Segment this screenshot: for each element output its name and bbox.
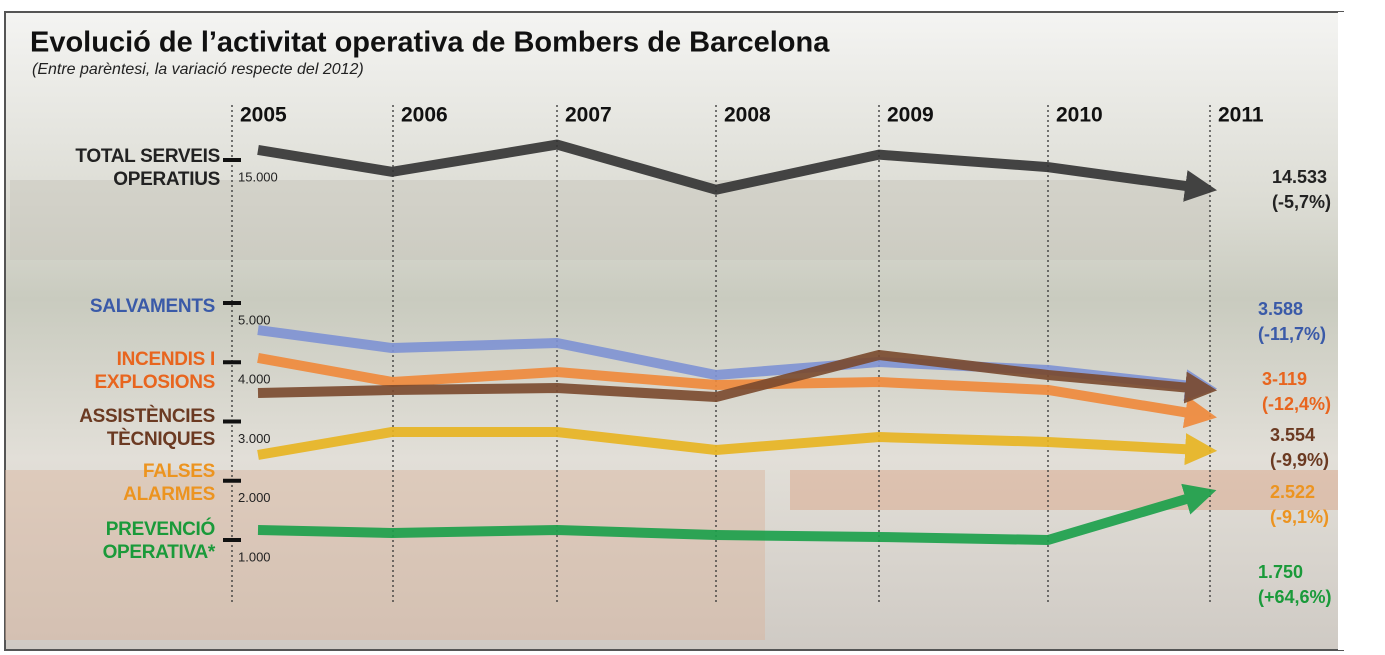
change-label: (-5,7%)	[1272, 190, 1331, 215]
legend-label: INCENDIS I EXPLOSIONS	[30, 348, 215, 394]
y-tick-label: 1.000	[238, 549, 271, 564]
x-tick-label: 2006	[401, 104, 448, 127]
value-label: 14.533	[1272, 165, 1327, 190]
x-tick-label: 2009	[887, 104, 934, 127]
x-tick-label: 2011	[1218, 104, 1264, 127]
chart-title: Evolució de l’activitat operativa de Bom…	[30, 27, 830, 59]
x-tick-label: 2010	[1056, 104, 1103, 127]
x-tick-label: 2005	[240, 104, 287, 127]
legend-label: PREVENCIÓ OPERATIVA*	[30, 518, 215, 564]
legend-label: TOTAL SERVEIS OPERATIUS	[30, 145, 220, 191]
x-tick-label: 2007	[565, 104, 612, 127]
value-label: 3.588	[1258, 297, 1303, 322]
x-tick-label: 2008	[724, 104, 771, 127]
y-tick-label: 5.000	[238, 312, 271, 327]
y-tick-label: 15.000	[238, 169, 278, 184]
legend-label: SALVAMENTS	[30, 295, 215, 318]
y-tick-label: 2.000	[238, 490, 271, 505]
change-label: (-11,7%)	[1258, 322, 1326, 347]
change-label: (-9,1%)	[1270, 505, 1329, 530]
value-label: 1.750	[1258, 560, 1303, 585]
change-label: (+64,6%)	[1258, 585, 1332, 610]
legend-label: ASSISTÈNCIES TÈCNIQUES	[30, 405, 215, 451]
value-label: 3.554	[1270, 423, 1315, 448]
change-label: (-12,4%)	[1262, 392, 1331, 417]
chart-subtitle: (Entre parèntesi, la variació respecte d…	[32, 61, 364, 78]
legend-label: FALSES ALARMES	[90, 460, 215, 506]
photo-buildings	[10, 180, 1210, 260]
infographic: Evolució de l’activitat operativa de Bom…	[0, 0, 1385, 655]
margin	[1338, 12, 1385, 650]
y-tick-label: 3.000	[238, 431, 271, 446]
y-tick-label: 4.000	[238, 372, 271, 387]
value-label: 2.522	[1270, 480, 1315, 505]
value-label: 3-119	[1262, 367, 1307, 392]
photo-station	[790, 470, 1340, 510]
change-label: (-9,9%)	[1270, 448, 1329, 473]
